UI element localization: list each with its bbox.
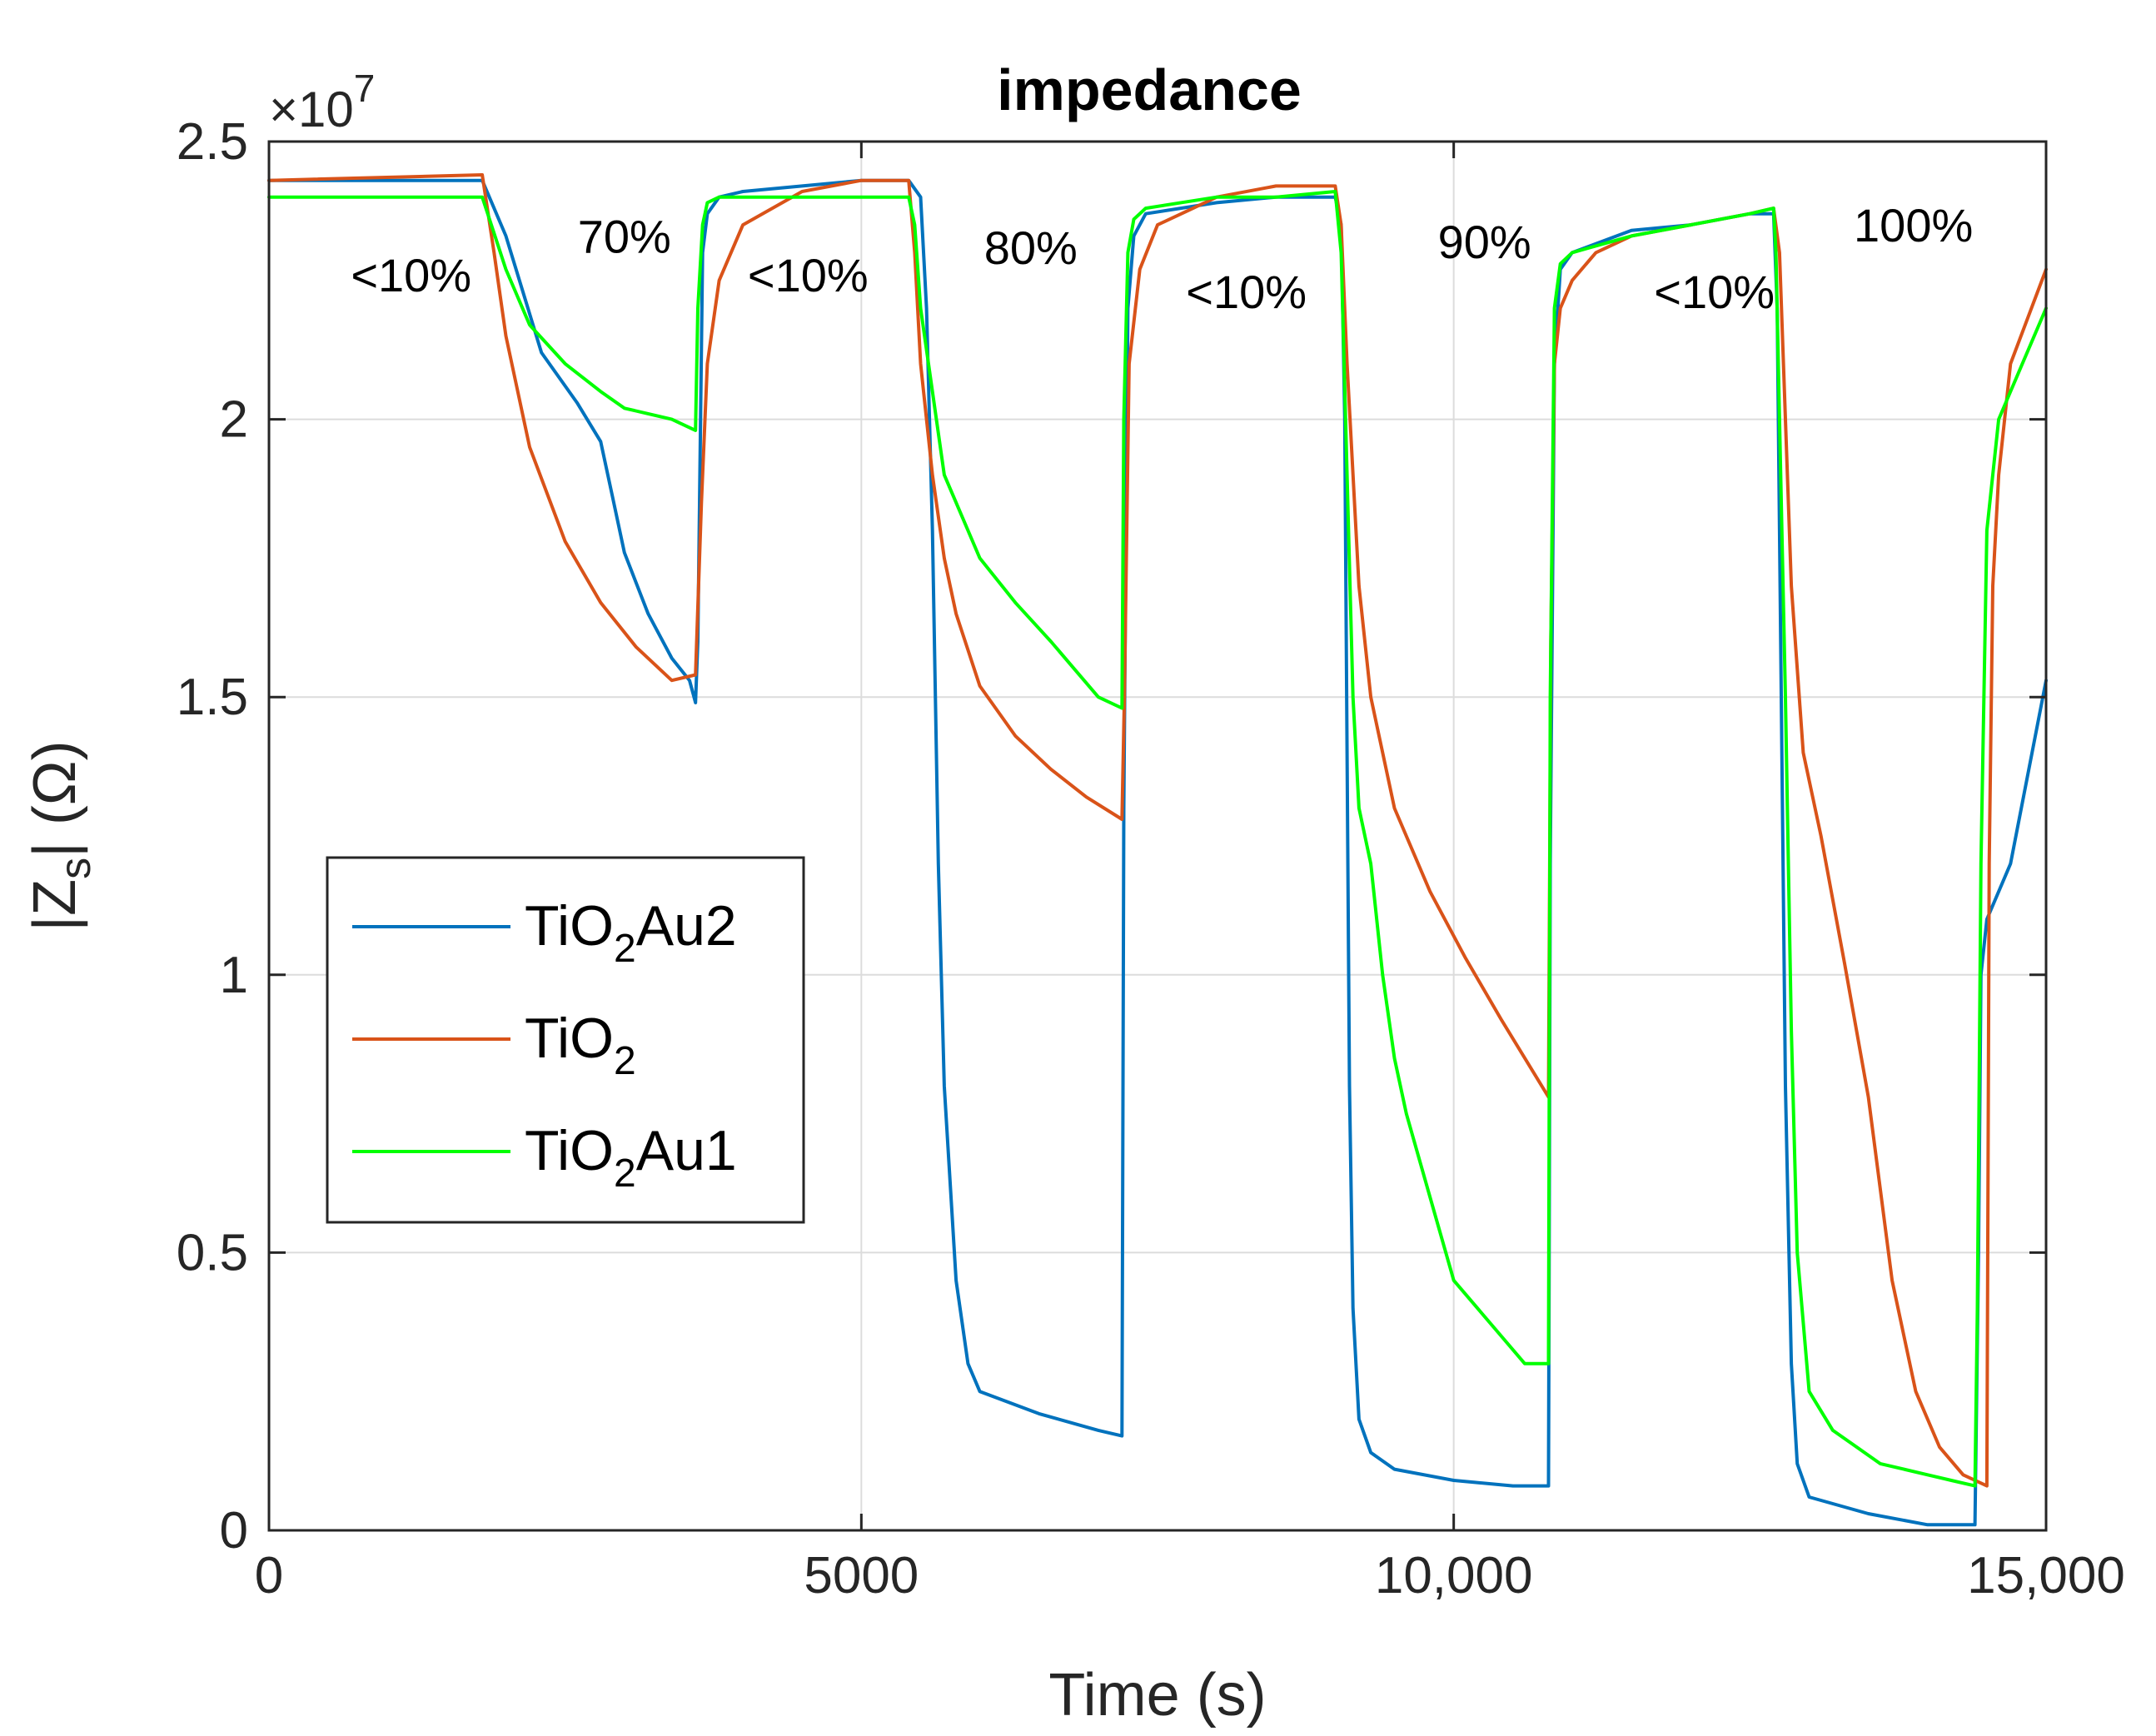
x-tick-label: 15,000 bbox=[1967, 1547, 2125, 1604]
y-tick-label: 0.5 bbox=[177, 1224, 248, 1281]
series-lines bbox=[267, 173, 2048, 1527]
humidity-annotation: <10% bbox=[1186, 266, 1307, 318]
x-tick-labels: 0 5000 10,000 15,000 bbox=[255, 1547, 2125, 1604]
legend-label-sub: 2 bbox=[614, 927, 636, 971]
legend-label-rest: Au1 bbox=[636, 1119, 737, 1182]
humidity-annotation: 70% bbox=[578, 210, 671, 262]
y-tick-label: 1 bbox=[220, 947, 248, 1004]
annotations: <10% 70% <10% 80% <10% 90% <10% 100% bbox=[351, 199, 1973, 318]
legend-label-rest: Au2 bbox=[636, 894, 737, 958]
plot-frame bbox=[267, 140, 2048, 1532]
humidity-annotation: <10% bbox=[748, 249, 869, 301]
legend-entry-tio2: TiO2 bbox=[352, 1007, 636, 1083]
x-tick-label: 0 bbox=[255, 1547, 283, 1604]
chart-title: impedance bbox=[997, 57, 1302, 122]
y-axis-label: |Zs| (Ω) bbox=[22, 740, 100, 931]
y-exponent-label: ×107 bbox=[269, 67, 375, 137]
y-tick-label: 2 bbox=[220, 391, 248, 449]
axis-ticks bbox=[267, 140, 2048, 1532]
y-exponent-power: 7 bbox=[354, 67, 376, 110]
legend-entry-tio2au2: TiO2Au2 bbox=[352, 894, 737, 971]
y-tick-label: 2.5 bbox=[177, 113, 248, 171]
legend-label-sub: 2 bbox=[614, 1039, 636, 1083]
humidity-annotation: <10% bbox=[1654, 266, 1775, 318]
humidity-annotation: <10% bbox=[351, 249, 471, 301]
humidity-annotation: 100% bbox=[1854, 199, 1973, 251]
humidity-annotation: 90% bbox=[1438, 216, 1531, 268]
legend-label-main: TiO bbox=[525, 1119, 614, 1182]
legend-label-tio2: TiO2 bbox=[525, 1007, 636, 1083]
plot-background bbox=[269, 142, 2046, 1530]
series-line-tio2au1 bbox=[267, 190, 2048, 1488]
y-tick-label: 0 bbox=[220, 1502, 248, 1559]
y-tick-label: 1.5 bbox=[177, 669, 248, 726]
y-axis-label-main: |Z bbox=[22, 879, 88, 932]
legend-label-tio2au2: TiO2Au2 bbox=[525, 894, 737, 971]
legend-label-tio2au1: TiO2Au1 bbox=[525, 1119, 737, 1196]
legend-entry-tio2au1: TiO2Au1 bbox=[352, 1119, 737, 1196]
legend-label-main: TiO bbox=[525, 1007, 614, 1070]
y-tick-labels: 0 0.5 1 1.5 2 2.5 bbox=[177, 113, 248, 1559]
x-axis-label: Time (s) bbox=[1048, 1662, 1266, 1729]
y-axis-label-rest: | (Ω) bbox=[22, 740, 88, 857]
y-exponent-base: ×10 bbox=[269, 82, 354, 137]
y-axis-label-sub: s bbox=[52, 858, 100, 879]
humidity-annotation: 80% bbox=[984, 221, 1078, 274]
legend-label-sub: 2 bbox=[614, 1152, 636, 1196]
legend-label-main: TiO bbox=[525, 894, 614, 958]
legend: TiO2Au2 TiO2 TiO2Au1 bbox=[326, 856, 805, 1224]
x-tick-label: 5000 bbox=[804, 1547, 919, 1604]
x-tick-label: 10,000 bbox=[1375, 1547, 1533, 1604]
